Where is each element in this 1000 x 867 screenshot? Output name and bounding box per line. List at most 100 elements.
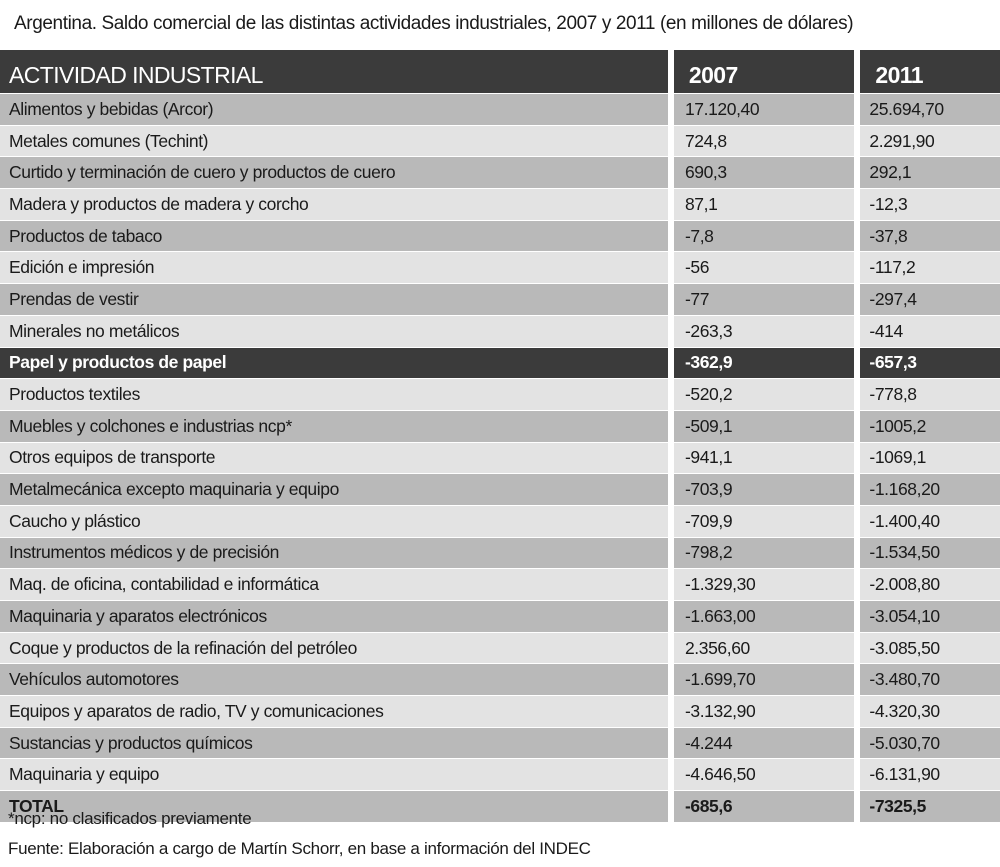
total-label: TOTAL — [0, 791, 668, 822]
total-2007: -685,6 — [673, 791, 855, 822]
table-row: Caucho y plástico -709,9 -1.400,40 — [0, 504, 1000, 537]
row-activity-cell: Caucho y plástico — [0, 505, 668, 537]
row-activity-cell: Curtido y terminación de cuero y product… — [0, 157, 668, 189]
table-row: Papel y productos de papel -362,9 -657,3 — [0, 346, 1000, 379]
row-2007-cell: -1.699,70 — [673, 664, 855, 696]
row-activity-cell: Instrumentos médicos y de precisión — [0, 537, 668, 569]
row-2011-cell: -414 — [860, 315, 1000, 347]
row-2007-cell: -1.329,30 — [673, 569, 855, 600]
row-activity-cell: Productos de tabaco — [0, 220, 668, 252]
table-row: Metales comunes (Techint) 724,8 2.291,90 — [0, 124, 1000, 157]
table-row: Productos de tabaco -7,8 -37,8 — [0, 219, 1000, 252]
header-2007: 2007 — [673, 50, 855, 93]
table-title: Argentina. Saldo comercial de las distin… — [14, 13, 854, 34]
row-2011-cell: -1069,1 — [860, 442, 1000, 474]
table-row: Muebles y colchones e industrias ncp* -50… — [0, 409, 1000, 442]
row-2007-cell: -709,9 — [673, 505, 855, 537]
row-activity-cell: Sustancias y productos químicos — [0, 727, 668, 759]
total-2011: -7325,5 — [860, 791, 1000, 822]
row-activity-cell: Equipos y aparatos de radio, TV y comuni… — [0, 696, 668, 727]
row-2007-cell: -56 — [673, 252, 855, 284]
row-2007-cell: -7,8 — [673, 220, 855, 252]
table-row: Productos textiles -520,2 -778,8 — [0, 378, 1000, 410]
header-2011: 2011 — [860, 50, 1000, 93]
table-row: Maquinaria y aparatos electrónicos -1.663… — [0, 600, 1000, 632]
row-2007-cell: -509,1 — [673, 410, 855, 442]
table-row: Edición e impresión -56 -117,2 — [0, 251, 1000, 284]
row-2011-cell: -778,8 — [860, 379, 1000, 410]
table-row: Curtido y terminación de cuero y product… — [0, 156, 1000, 189]
table-row: Coque y productos de la refinación del p… — [0, 631, 1000, 664]
row-2007-cell: -4.646,50 — [673, 759, 855, 791]
row-2007-cell: -362,9 — [673, 347, 855, 379]
table-header-row: ACTIVIDAD INDUSTRIAL 2007 2011 — [0, 50, 1000, 93]
row-activity-cell: Productos textiles — [0, 379, 668, 410]
row-2011-cell: -1005,2 — [860, 410, 1000, 442]
row-activity-cell: Metales comunes (Techint) — [0, 125, 668, 157]
row-activity-cell: Coque y productos de la refinación del p… — [0, 632, 668, 664]
row-activity-cell: Prendas de vestir — [0, 284, 668, 315]
row-2007-cell: 690,3 — [673, 157, 855, 189]
row-2007-cell: -3.132,90 — [673, 696, 855, 727]
source-note: Fuente: Elaboración a cargo de Martín Sc… — [8, 839, 591, 858]
table-body: Alimentos y bebidas (Arcor) 17.120,40 25.6… — [0, 93, 1000, 791]
row-activity-cell: Maquinaria y equipo — [0, 759, 668, 791]
row-2011-cell: -12,3 — [860, 189, 1000, 220]
table-row: Sustancias y productos químicos -4.244 -5.… — [0, 726, 1000, 759]
row-2007-cell: -941,1 — [673, 442, 855, 474]
row-2011-cell: -37,8 — [860, 220, 1000, 252]
table-row: Alimentos y bebidas (Arcor) 17.120,40 25.6… — [0, 93, 1000, 125]
row-2011-cell: -5.030,70 — [860, 727, 1000, 759]
row-2011-cell: -297,4 — [860, 284, 1000, 315]
row-2007-cell: 724,8 — [673, 125, 855, 157]
row-2011-cell: -4.320,30 — [860, 696, 1000, 727]
row-2011-cell: -3.480,70 — [860, 664, 1000, 696]
table-row: Madera y productos de madera y corcho 87,… — [0, 188, 1000, 220]
table-row: Minerales no metálicos -263,3 -414 — [0, 314, 1000, 347]
header-activity: ACTIVIDAD INDUSTRIAL — [0, 50, 668, 93]
row-2011-cell: 2.291,90 — [860, 125, 1000, 157]
table-row: Otros equipos de transporte -941,1 -1069,1 — [0, 441, 1000, 474]
row-activity-cell: Metalmecánica excepto maquinaria y equip… — [0, 474, 668, 505]
row-2011-cell: 292,1 — [860, 157, 1000, 189]
row-activity-cell: Minerales no metálicos — [0, 315, 668, 347]
footnote: *ncp: no clasificados previamente — [8, 809, 252, 828]
row-activity-cell: Madera y productos de madera y corcho — [0, 189, 668, 220]
row-2011-cell: -1.168,20 — [860, 474, 1000, 505]
table-row: Metalmecánica excepto maquinaria y equip… — [0, 473, 1000, 505]
row-activity-cell: Maquinaria y aparatos electrónicos — [0, 601, 668, 632]
row-activity-cell: Muebles y colchones e industrias ncp* — [0, 410, 668, 442]
row-activity-cell: Otros equipos de transporte — [0, 442, 668, 474]
row-2011-cell: 25.694,70 — [860, 94, 1000, 125]
table-total-row: TOTAL -685,6 -7325,5 — [0, 790, 1000, 822]
table-row: Maq. de oficina, contabilidad e informát… — [0, 568, 1000, 600]
row-activity-cell: Papel y productos de papel — [0, 347, 668, 379]
row-2011-cell: -2.008,80 — [860, 569, 1000, 600]
table-row: Equipos y aparatos de radio, TV y comuni… — [0, 695, 1000, 727]
row-2011-cell: -6.131,90 — [860, 759, 1000, 791]
table-row: Prendas de vestir -77 -297,4 — [0, 283, 1000, 315]
row-2007-cell: -4.244 — [673, 727, 855, 759]
row-activity-cell: Edición e impresión — [0, 252, 668, 284]
row-2011-cell: -1.534,50 — [860, 537, 1000, 569]
row-activity-cell: Maq. de oficina, contabilidad e informát… — [0, 569, 668, 600]
row-2007-cell: -798,2 — [673, 537, 855, 569]
row-2007-cell: 17.120,40 — [673, 94, 855, 125]
row-2011-cell: -3.054,10 — [860, 601, 1000, 632]
row-2007-cell: -77 — [673, 284, 855, 315]
row-activity-cell: Alimentos y bebidas (Arcor) — [0, 94, 668, 125]
row-2007-cell: -1.663,00 — [673, 601, 855, 632]
row-2007-cell: 87,1 — [673, 189, 855, 220]
row-2011-cell: -117,2 — [860, 252, 1000, 284]
row-2011-cell: -1.400,40 — [860, 505, 1000, 537]
row-2007-cell: -520,2 — [673, 379, 855, 410]
row-2011-cell: -657,3 — [860, 347, 1000, 379]
data-table: ACTIVIDAD INDUSTRIAL 2007 2011 Alimentos… — [0, 50, 1000, 822]
table-row: Instrumentos médicos y de precisión -798,… — [0, 536, 1000, 569]
row-2007-cell: -703,9 — [673, 474, 855, 505]
row-2007-cell: -263,3 — [673, 315, 855, 347]
table-row: Vehículos automotores -1.699,70 -3.480,70 — [0, 663, 1000, 696]
row-2007-cell: 2.356,60 — [673, 632, 855, 664]
row-activity-cell: Vehículos automotores — [0, 664, 668, 696]
table-row: Maquinaria y equipo -4.646,50 -6.131,90 — [0, 758, 1000, 791]
